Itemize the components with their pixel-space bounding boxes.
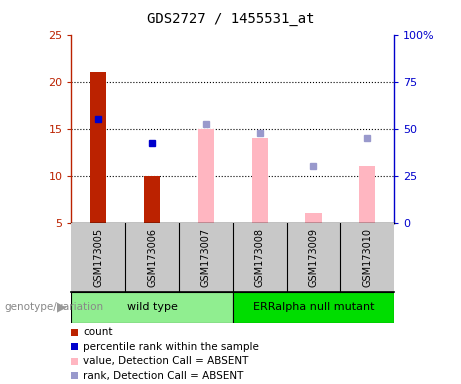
- Text: GSM173005: GSM173005: [93, 228, 103, 287]
- Text: GSM173009: GSM173009: [308, 228, 319, 287]
- Text: genotype/variation: genotype/variation: [5, 302, 104, 312]
- Text: count: count: [83, 327, 112, 337]
- Bar: [233, 292, 394, 323]
- Text: ERRalpha null mutant: ERRalpha null mutant: [253, 302, 374, 312]
- Text: GSM173007: GSM173007: [201, 228, 211, 287]
- Bar: [359, 166, 375, 223]
- Bar: [71, 292, 233, 323]
- Text: percentile rank within the sample: percentile rank within the sample: [83, 342, 259, 352]
- Bar: [305, 214, 321, 223]
- Bar: [252, 138, 268, 223]
- Bar: [198, 129, 214, 223]
- Bar: [90, 72, 106, 223]
- Text: ▶: ▶: [57, 301, 67, 314]
- Text: GSM173008: GSM173008: [254, 228, 265, 287]
- Text: rank, Detection Call = ABSENT: rank, Detection Call = ABSENT: [83, 371, 243, 381]
- Text: wild type: wild type: [127, 302, 177, 312]
- Text: GSM173006: GSM173006: [147, 228, 157, 287]
- Text: GDS2727 / 1455531_at: GDS2727 / 1455531_at: [147, 12, 314, 25]
- Bar: [144, 176, 160, 223]
- Text: GSM173010: GSM173010: [362, 228, 372, 287]
- Text: value, Detection Call = ABSENT: value, Detection Call = ABSENT: [83, 356, 248, 366]
